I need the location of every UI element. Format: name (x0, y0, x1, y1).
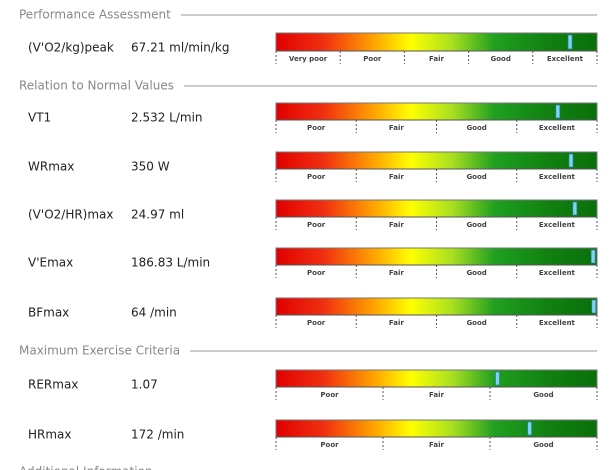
scale-label: Good (491, 55, 511, 63)
scale-label: Fair (389, 319, 404, 327)
scale-label: Fair (389, 124, 404, 132)
rating-marker (590, 249, 596, 264)
scale-label: Poor (320, 441, 339, 449)
scale-label: Poor (307, 221, 326, 229)
rating-marker (527, 421, 532, 436)
rating-bar (275, 369, 598, 388)
row-label: WRmax (28, 160, 74, 174)
scale-label: Poor (307, 173, 326, 181)
rating-bar (275, 247, 598, 266)
scale-label: Good (533, 391, 553, 399)
scale-label: Fair (429, 441, 444, 449)
scale-label: Fair (389, 269, 404, 277)
section-title: Performance Assessment (19, 8, 171, 22)
rating-bar (275, 297, 598, 316)
section-title: Maximum Exercise Criteria (19, 344, 180, 358)
row-label: V'Emax (28, 256, 73, 270)
scale-label: Good (466, 173, 486, 181)
scale-label: Poor (363, 55, 382, 63)
scale-label: Excellent (539, 124, 576, 132)
row-value: 350 W (131, 160, 170, 174)
scale-label: Excellent (539, 319, 576, 327)
rating-bar (275, 32, 598, 52)
scale-label: Poor (307, 269, 326, 277)
rating-marker (591, 299, 597, 314)
rating-marker (495, 371, 500, 386)
scale-label: Good (466, 221, 486, 229)
scale-label: Good (466, 269, 486, 277)
row-label: VT1 (28, 111, 51, 125)
rating-bar (275, 151, 598, 170)
row-label: BFmax (28, 306, 69, 320)
scale-label: Good (466, 319, 486, 327)
row-value: 1.07 (131, 378, 158, 392)
scale-label: Excellent (539, 221, 576, 229)
row-label: (V'O2/kg)peak (28, 41, 114, 55)
rating-bar (275, 419, 598, 438)
scale-label: Fair (429, 55, 444, 63)
row-value: 186.83 L/min (131, 256, 210, 270)
row-label: HRmax (28, 428, 72, 442)
rating-marker (568, 153, 574, 168)
row-label: RERmax (28, 378, 78, 392)
rating-marker (567, 34, 573, 50)
section-title: Relation to Normal Values (19, 79, 174, 93)
scale-label: Excellent (539, 173, 576, 181)
rating-bar (275, 102, 598, 121)
scale-label: Good (466, 124, 486, 132)
row-label: (V'O2/HR)max (28, 208, 114, 222)
row-value: 24.97 ml (131, 208, 184, 222)
section-title: Additional Information (19, 465, 153, 470)
scale-label: Excellent (547, 55, 584, 63)
row-value: 67.21 ml/min/kg (131, 41, 229, 55)
scale-label: Poor (307, 319, 326, 327)
row-value: 172 /min (131, 428, 184, 442)
rating-bar (275, 199, 598, 218)
scale-label: Fair (389, 221, 404, 229)
scale-label: Excellent (539, 269, 576, 277)
scale-label: Poor (320, 391, 339, 399)
rating-marker (555, 104, 561, 119)
scale-label: Poor (307, 124, 326, 132)
scale-label: Very poor (289, 55, 328, 63)
row-value: 64 /min (131, 306, 177, 320)
rating-marker (572, 201, 578, 216)
scale-label: Fair (389, 173, 404, 181)
row-value: 2.532 L/min (131, 111, 203, 125)
scale-label: Fair (429, 391, 444, 399)
scale-label: Good (533, 441, 553, 449)
